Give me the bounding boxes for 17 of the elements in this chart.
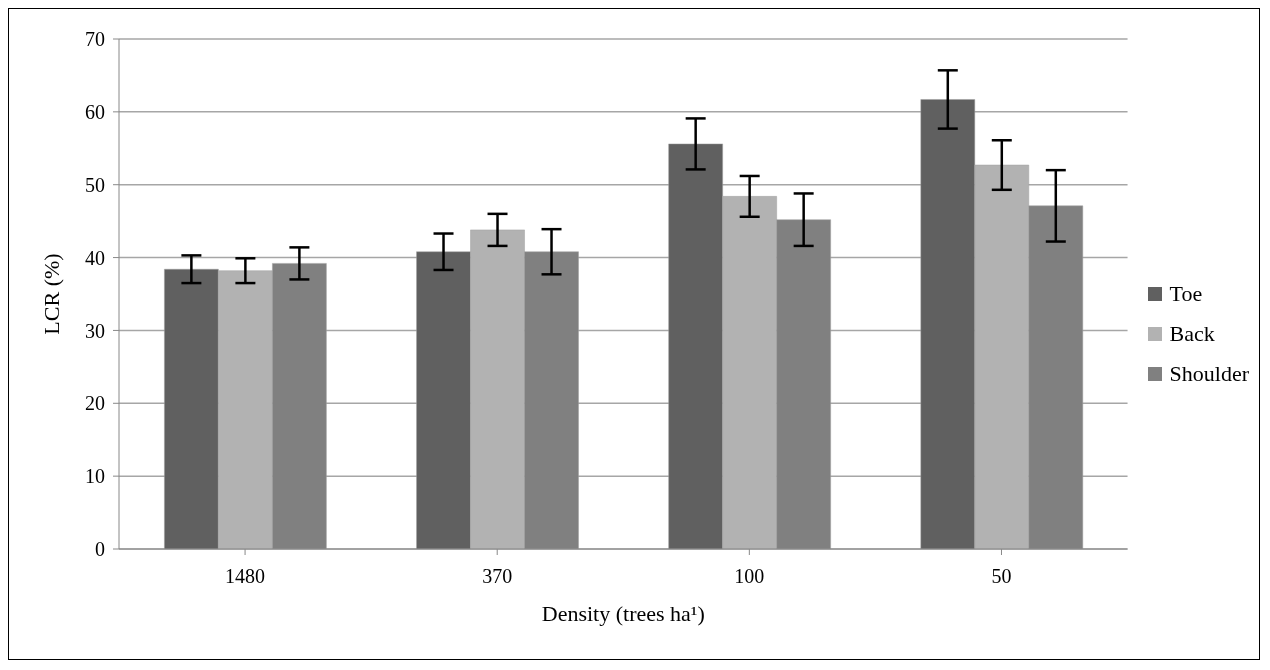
x-tick-label: 1480	[225, 565, 266, 588]
y-tick-label: 50	[85, 173, 105, 196]
x-tick-label: 100	[734, 565, 765, 588]
x-axis-title: Density (trees ha¹)	[541, 601, 705, 626]
y-tick-label: 10	[85, 465, 105, 488]
y-tick-label: 0	[95, 538, 105, 561]
y-axis-title: LCR (%)	[39, 253, 64, 335]
y-tick-label: 40	[85, 246, 105, 269]
legend-label: Toe	[1169, 281, 1203, 307]
legend-label: Back	[1169, 321, 1215, 347]
x-tick-label: 370	[482, 565, 513, 588]
legend-label: Shoulder	[1169, 361, 1249, 387]
x-tick-label: 50	[991, 565, 1012, 588]
y-tick-label: 60	[85, 100, 105, 123]
y-tick-label: 30	[85, 319, 105, 342]
y-tick-label: 70	[85, 28, 105, 51]
y-tick-label: 20	[85, 392, 105, 415]
